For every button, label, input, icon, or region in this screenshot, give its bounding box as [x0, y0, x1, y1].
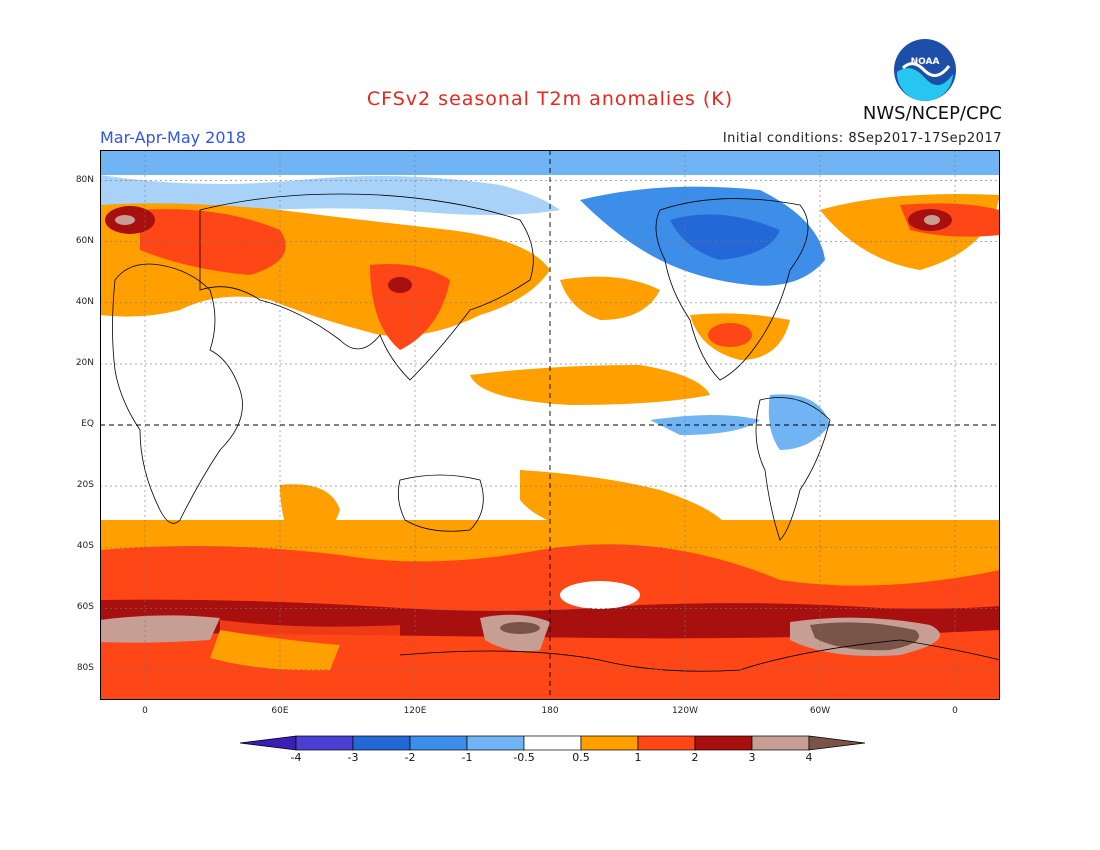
colorbar-arrow-low [239, 735, 297, 751]
colorbar [239, 735, 866, 751]
chart-title: CFSv2 seasonal T2m anomalies (K) [366, 88, 734, 110]
anomaly-patch-us-red [708, 323, 752, 347]
map-frame [100, 150, 1000, 700]
anomaly-patch-tropical-pacific-orange [470, 365, 710, 405]
colorbar-swatch [466, 735, 525, 751]
anomaly-patch-antarctic-orange [210, 630, 340, 671]
y-tick-label: 80S [76, 663, 94, 674]
colorbar-label: 2 [691, 751, 699, 764]
anomaly-patch-north-pacific-orange [560, 276, 660, 320]
y-tick-label: 60N [75, 235, 94, 246]
coastline-australia [397, 474, 484, 532]
colorbar-label: -4 [290, 751, 302, 764]
colorbar-swatch [694, 735, 753, 751]
colorbar-swatch [751, 735, 810, 751]
x-tick-label: 120W [671, 706, 699, 716]
anomaly-patch-south-pacific-white [560, 581, 640, 609]
anomaly-patch-south-america-blue [768, 394, 830, 450]
agency-label: NWS/NCEP/CPC [862, 103, 1002, 124]
anomaly-patch-antarctic-darkbrown-small [500, 622, 540, 634]
coastline-eurasia [199, 193, 534, 381]
anomaly-patch-antarctic-darkbrown [810, 622, 920, 651]
coastline-antarctica [399, 639, 1000, 672]
x-tick-label: 60E [271, 706, 289, 716]
coastlines [112, 193, 1000, 672]
y-tick-label: 20N [75, 357, 94, 368]
colorbar-label: -1 [461, 751, 473, 764]
x-tick-label: 0 [952, 706, 958, 716]
y-tick-label: 60S [76, 602, 94, 613]
y-tick-label: EQ [81, 419, 94, 429]
anomaly-patch-east-asia-darkred [388, 277, 412, 293]
x-tick-label: 60W [809, 706, 831, 716]
season-label: Mar-Apr-May 2018 [100, 128, 246, 147]
x-tick-label: 120E [403, 706, 427, 716]
anomaly-patch-antarctic-brown-west [100, 615, 220, 643]
colorbar-label: -0.5 [513, 751, 535, 764]
colorbar-swatch [580, 735, 639, 751]
coastline-africa [112, 263, 243, 524]
colorbar-label: 3 [748, 751, 756, 764]
noaa-logo-text: NOAA [911, 57, 940, 67]
colorbar-swatch [523, 735, 582, 751]
anomaly-patch-canada-darkblue [670, 214, 780, 260]
colorbar-label: 1 [634, 751, 642, 764]
coastline-north-america [655, 198, 809, 381]
colorbar-label: 0.5 [572, 751, 590, 764]
y-tick-label: 20S [76, 480, 94, 491]
colorbar-swatch [637, 735, 696, 751]
coastline-south-america [755, 397, 831, 541]
anomaly-map [100, 150, 1000, 700]
noaa-logo: NOAA [894, 39, 956, 102]
y-tick-label: 40N [75, 296, 94, 307]
colorbar-label: -3 [347, 751, 359, 764]
x-tick-label: 0 [142, 706, 148, 716]
colorbar-swatch [295, 735, 354, 751]
y-tick-label: 80N [75, 174, 94, 185]
y-tick-label: 40S [76, 541, 94, 552]
colorbar-label: 4 [805, 751, 813, 764]
colorbar-swatch [352, 735, 411, 751]
colorbar-swatch [409, 735, 468, 751]
initial-conditions-label: Initial conditions: 8Sep2017-17Sep2017 [722, 131, 1002, 146]
anomaly-patch-indian-ocean-orange [280, 484, 340, 545]
x-tick-label: 180 [541, 706, 559, 716]
colorbar-label: -2 [404, 751, 416, 764]
colorbar-arrow-high [808, 735, 866, 751]
anomaly-patch-europe-red [140, 209, 286, 275]
anomaly-patch-south-pacific-orange [520, 470, 730, 537]
